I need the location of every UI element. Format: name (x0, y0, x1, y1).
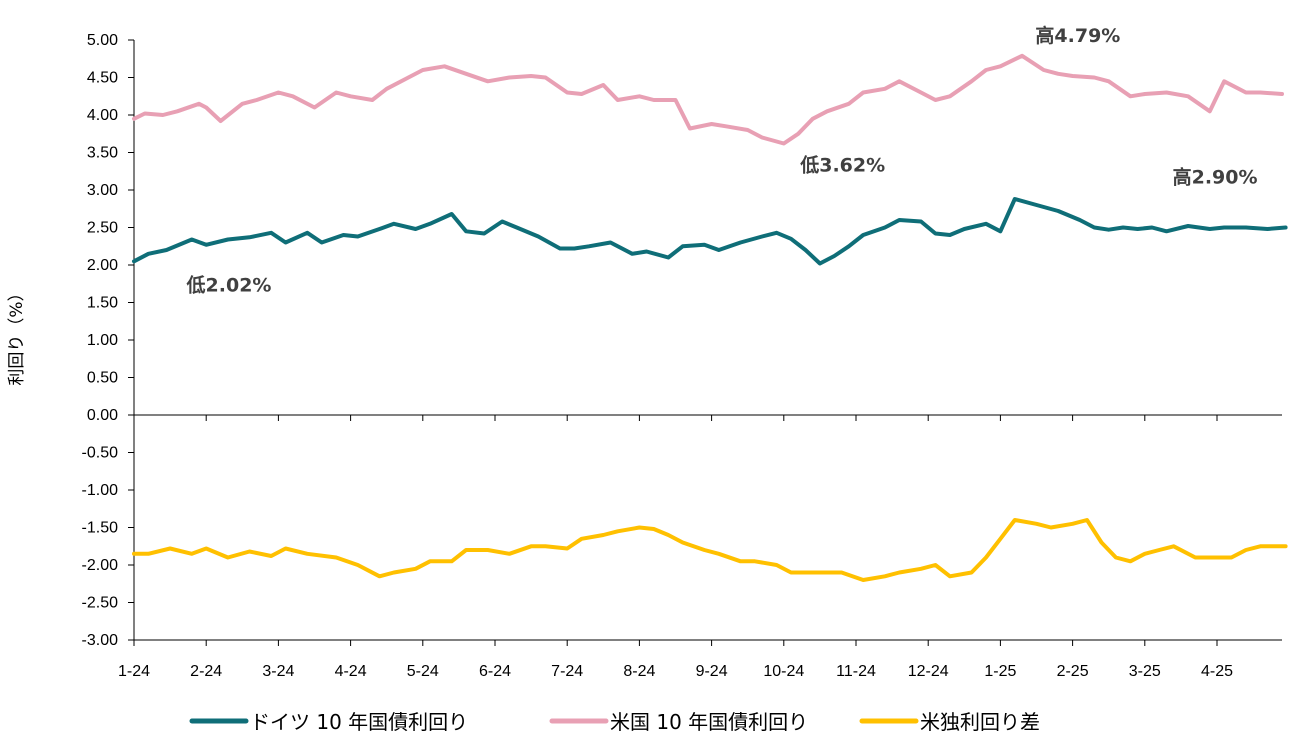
y-tick-label: 0.50 (87, 370, 118, 387)
y-axis-label: 利回り（%） (7, 284, 27, 385)
x-tick-label: 5-24 (407, 663, 439, 680)
y-axis: 5.00 4.50 4.00 3.50 3.00 2.50 2.00 1.50 1.00 0.50… (82, 32, 135, 649)
us-yield-line (132, 53, 1284, 146)
y-tick-label: -3.00 (82, 632, 119, 649)
x-tick-label: 11-24 (836, 663, 876, 680)
x-tick-label: 3-25 (1129, 663, 1161, 680)
legend-label: ドイツ 10 年国債利回り (250, 710, 468, 734)
legend-label: 米国 10 年国債利回り (610, 710, 808, 734)
x-axis: 1-24 2-24 3-24 4-24 5-24 6-24 7-24 8-24 9-24 10-2… (118, 414, 1282, 680)
y-tick-label: 4.50 (87, 70, 118, 87)
y-tick-label: 4.00 (87, 107, 118, 124)
x-tick-label: 2-24 (190, 663, 222, 680)
x-tick-label: 1-24 (118, 663, 150, 680)
y-tick-label: -2.50 (82, 595, 119, 612)
annotation-high: 高4.79% (1035, 24, 1120, 47)
y-tick-label: 0.00 (87, 407, 118, 424)
x-tick-label: 3-24 (262, 663, 294, 680)
x-tick-label: 2-25 (1057, 663, 1089, 680)
y-tick-label: 1.50 (87, 295, 118, 312)
x-tick-label: 7-24 (551, 663, 583, 680)
annotation-layer: 低2.02% 高2.90% 低3.62% 高4.79% (186, 24, 1258, 297)
x-tick-label: 6-24 (479, 663, 511, 680)
y-tick-label: 3.00 (87, 182, 118, 199)
spread-line (132, 518, 1288, 582)
y-tick-label: -1.00 (82, 482, 119, 499)
y-tick-label: 1.00 (87, 332, 118, 349)
y-tick-label: -2.00 (82, 557, 119, 574)
series-layer (132, 53, 1288, 582)
legend: ドイツ 10 年国債利回り 米国 10 年国債利回り 米独利回り差 (189, 710, 1040, 734)
x-tick-label: 10-24 (763, 663, 804, 680)
x-tick-label: 1-25 (984, 663, 1016, 680)
legend-label: 米独利回り差 (920, 710, 1040, 734)
germany-yield-line (132, 197, 1288, 266)
y-tick-label: -0.50 (82, 445, 119, 462)
x-tick-label: 4-24 (335, 663, 367, 680)
y-tick-label: 5.00 (87, 32, 118, 49)
x-tick-label: 9-24 (696, 663, 728, 680)
y-tick-label: 2.50 (87, 220, 118, 237)
x-tick-label: 12-24 (908, 663, 949, 680)
y-tick-label: 3.50 (87, 145, 118, 162)
x-tick-label: 8-24 (623, 663, 655, 680)
annotation-low: 低3.62% (799, 154, 885, 177)
annotation-high: 高2.90% (1173, 166, 1258, 189)
x-tick-label: 4-25 (1201, 663, 1233, 680)
annotation-low: 低2.02% (186, 274, 272, 297)
y-tick-label: 2.00 (87, 257, 118, 274)
y-tick-label: -1.50 (82, 520, 119, 537)
